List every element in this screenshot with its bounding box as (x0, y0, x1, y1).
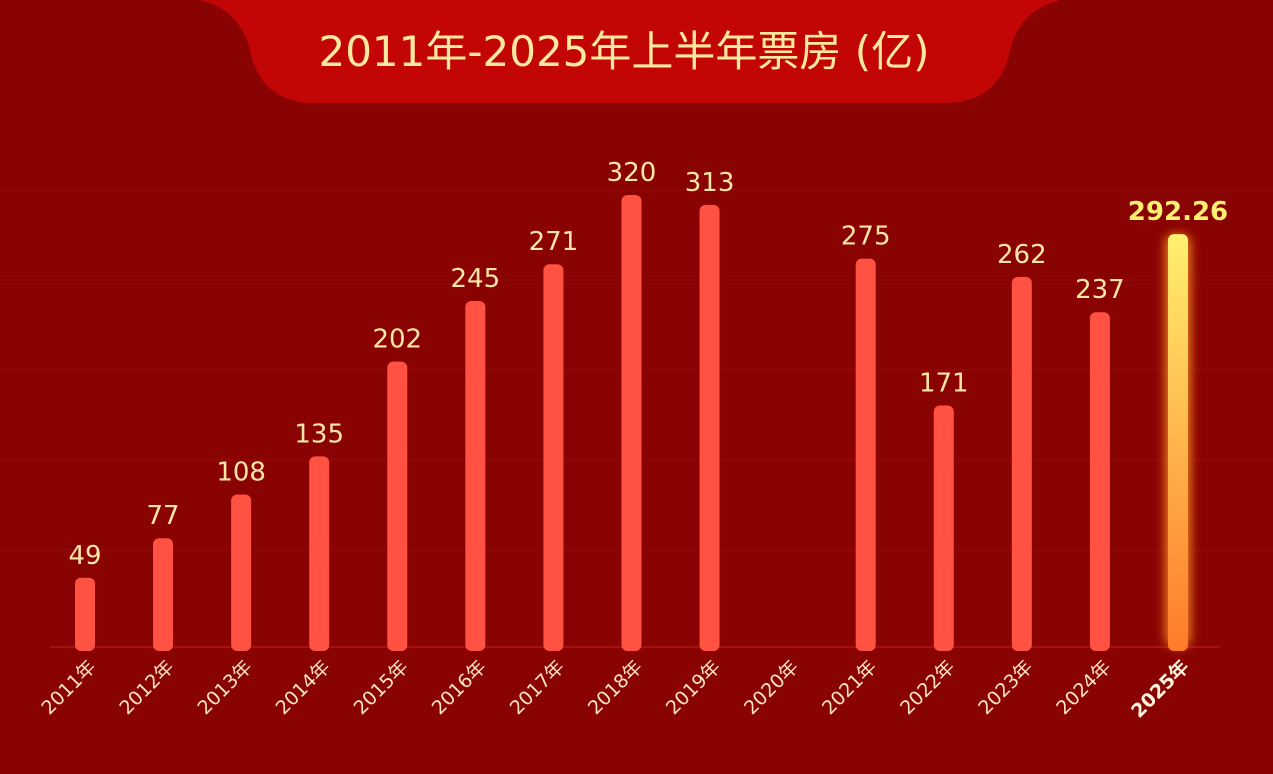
value-label: 245 (451, 264, 501, 294)
value-label: 320 (607, 158, 657, 188)
bar (1011, 276, 1032, 651)
bar (699, 204, 720, 651)
value-label: 237 (1075, 275, 1125, 305)
value-label: 262 (997, 240, 1047, 270)
value-label: 135 (294, 419, 344, 449)
bar (153, 538, 174, 651)
title-tab (200, 0, 1060, 103)
chart-title: 2011年-2025年上半年票房 (亿) (318, 27, 929, 76)
value-label: 202 (372, 325, 422, 355)
value-label: 49 (68, 541, 101, 571)
value-label: 108 (216, 457, 266, 487)
bar (1167, 234, 1188, 652)
bar (465, 300, 486, 651)
bar (621, 195, 642, 651)
value-label: 171 (919, 368, 969, 398)
bar (855, 258, 876, 651)
bar (309, 456, 330, 651)
value-label: 292.26 (1128, 197, 1228, 227)
bar (543, 264, 564, 651)
value-label: 313 (685, 168, 735, 198)
bar (387, 361, 408, 651)
bar (231, 494, 252, 651)
value-label: 271 (529, 227, 579, 257)
value-label: 77 (147, 501, 180, 531)
bar (1089, 312, 1110, 651)
bar (933, 405, 954, 651)
value-label: 275 (841, 222, 891, 252)
bar (75, 577, 95, 651)
